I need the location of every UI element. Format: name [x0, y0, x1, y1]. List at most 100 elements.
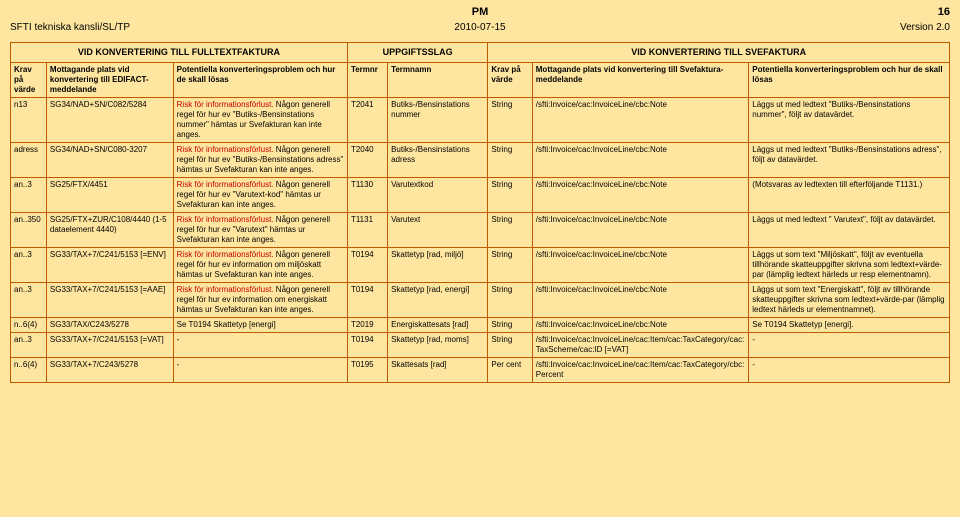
org-name: SFTI tekniska kansli/SL/TP — [10, 22, 130, 33]
cell-krav-right: String — [488, 248, 532, 283]
cell-krav-left: adress — [11, 143, 47, 178]
cell-krav-left: n..6(4) — [11, 318, 47, 333]
col-header: Mottagande plats vid konvertering till S… — [532, 63, 749, 98]
cell-problem-left: - — [173, 358, 347, 383]
cell-problem-left: Se T0194 Skattetyp [energi] — [173, 318, 347, 333]
cell-termnamn: Skattetyp [rad, moms] — [388, 333, 488, 358]
cell-problem-left: Risk för informationsförlust. Någon gene… — [173, 178, 347, 213]
page-number: 16 — [938, 6, 950, 18]
cell-problem-left: Risk för informationsförlust. Någon gene… — [173, 283, 347, 318]
section-title-mid: UPPGIFTSSLAG — [347, 43, 487, 63]
cell-termnr: T2019 — [347, 318, 387, 333]
cell-termnr: T2040 — [347, 143, 387, 178]
risk-warning: Risk för informationsförlust. — [177, 180, 274, 189]
risk-warning: Risk för informationsförlust. — [177, 100, 274, 109]
col-header: Termnr — [347, 63, 387, 98]
risk-warning: Risk för informationsförlust. — [177, 145, 274, 154]
cell-problem-left: - — [173, 333, 347, 358]
cell-problem-right: (Motsvaras av ledtexten till efterföljan… — [749, 178, 950, 213]
cell-edifact-loc: SG33/TAX+7/C241/5153 [=ENV] — [46, 248, 173, 283]
doc-header-top: PM 16 — [10, 6, 950, 22]
table-row: an..3SG25/FTX/4451Risk för informationsf… — [11, 178, 950, 213]
cell-svefaktura-loc: /sfti:Invoice/cac:InvoiceLine/cbc:Note — [532, 213, 749, 248]
cell-svefaktura-loc: /sfti:Invoice/cac:InvoiceLine/cac:Item/c… — [532, 358, 749, 383]
table-row: an..3SG33/TAX+7/C241/5153 [=VAT]-T0194Sk… — [11, 333, 950, 358]
col-header: Mottagande plats vid konvertering till E… — [46, 63, 173, 98]
col-header: Potentiella konverteringsproblem och hur… — [749, 63, 950, 98]
cell-termnr: T1131 — [347, 213, 387, 248]
cell-svefaktura-loc: /sfti:Invoice/cac:InvoiceLine/cbc:Note — [532, 178, 749, 213]
conversion-table: VID KONVERTERING TILL FULLTEXTFAKTURA UP… — [10, 42, 950, 383]
cell-termnr: T0194 — [347, 248, 387, 283]
cell-termnamn: Energiskattesats [rad] — [388, 318, 488, 333]
cell-svefaktura-loc: /sfti:Invoice/cac:InvoiceLine/cbc:Note — [532, 283, 749, 318]
doc-header-sub: SFTI tekniska kansli/SL/TP 2010-07-15 Ve… — [10, 22, 950, 38]
cell-svefaktura-loc: /sfti:Invoice/cac:InvoiceLine/cbc:Note — [532, 143, 749, 178]
table-row: an..3SG33/TAX+7/C241/5153 [=ENV]Risk för… — [11, 248, 950, 283]
cell-problem-right: Läggs ut med ledtext " Varutext", följt … — [749, 213, 950, 248]
cell-termnr: T0194 — [347, 283, 387, 318]
doc-label: PM — [472, 6, 489, 18]
cell-problem-right: Läggs ut som text "Energiskatt", följt a… — [749, 283, 950, 318]
cell-edifact-loc: SG34/NAD+SN/C080-3207 — [46, 143, 173, 178]
cell-edifact-loc: SG25/FTX/4451 — [46, 178, 173, 213]
cell-edifact-loc: SG33/TAX+7/C241/5153 [=VAT] — [46, 333, 173, 358]
cell-edifact-loc: SG33/TAX+7/C243/5278 — [46, 358, 173, 383]
table-row: n..6(4)SG33/TAX/C243/5278Se T0194 Skatte… — [11, 318, 950, 333]
cell-svefaktura-loc: /sfti:Invoice/cac:InvoiceLine/cac:Item/c… — [532, 333, 749, 358]
cell-problem-right: Läggs ut som text "Miljöskatt", följt av… — [749, 248, 950, 283]
cell-edifact-loc: SG34/NAD+SN/C082/5284 — [46, 98, 173, 143]
column-header-row: Krav på värde Mottagande plats vid konve… — [11, 63, 950, 98]
cell-krav-right: String — [488, 333, 532, 358]
cell-termnr: T0195 — [347, 358, 387, 383]
table-row: adressSG34/NAD+SN/C080-3207Risk för info… — [11, 143, 950, 178]
col-header: Krav på värde — [488, 63, 532, 98]
risk-warning: Risk för informationsförlust. — [177, 250, 274, 259]
cell-termnamn: Varutext — [388, 213, 488, 248]
section-title-right: VID KONVERTERING TILL SVEFAKTURA — [488, 43, 950, 63]
cell-edifact-loc: SG25/FTX+ZUR/C108/4440 (1-5 dataelement … — [46, 213, 173, 248]
cell-svefaktura-loc: /sfti:Invoice/cac:InvoiceLine/cbc:Note — [532, 318, 749, 333]
table-row: n13SG34/NAD+SN/C082/5284Risk för informa… — [11, 98, 950, 143]
cell-krav-right: Per cent — [488, 358, 532, 383]
cell-svefaktura-loc: /sfti:Invoice/cac:InvoiceLine/cbc:Note — [532, 248, 749, 283]
cell-termnamn: Skattetyp [rad, miljö] — [388, 248, 488, 283]
cell-problem-right: - — [749, 333, 950, 358]
cell-krav-left: an..3 — [11, 333, 47, 358]
cell-problem-right: Läggs ut med ledtext "Butiks-/Bensinstat… — [749, 143, 950, 178]
section-header-row: VID KONVERTERING TILL FULLTEXTFAKTURA UP… — [11, 43, 950, 63]
cell-problem-left: Risk för informationsförlust. Någon gene… — [173, 98, 347, 143]
cell-termnr: T0194 — [347, 333, 387, 358]
table-row: n..6(4)SG33/TAX+7/C243/5278-T0195Skattes… — [11, 358, 950, 383]
cell-krav-right: String — [488, 283, 532, 318]
col-header: Krav på värde — [11, 63, 47, 98]
cell-krav-left: an..3 — [11, 248, 47, 283]
cell-krav-left: an..350 — [11, 213, 47, 248]
section-title-left: VID KONVERTERING TILL FULLTEXTFAKTURA — [11, 43, 348, 63]
cell-krav-left: an..3 — [11, 178, 47, 213]
cell-edifact-loc: SG33/TAX/C243/5278 — [46, 318, 173, 333]
col-header: Termnamn — [388, 63, 488, 98]
doc-date: 2010-07-15 — [454, 22, 505, 33]
cell-krav-right: String — [488, 98, 532, 143]
table-row: an..350SG25/FTX+ZUR/C108/4440 (1-5 datae… — [11, 213, 950, 248]
cell-termnr: T1130 — [347, 178, 387, 213]
risk-warning: Risk för informationsförlust. — [177, 215, 274, 224]
doc-version: Version 2.0 — [900, 22, 950, 33]
cell-termnamn: Butiks-/Bensinstations adress — [388, 143, 488, 178]
cell-edifact-loc: SG33/TAX+7/C241/5153 [=AAE] — [46, 283, 173, 318]
cell-krav-right: String — [488, 143, 532, 178]
cell-krav-right: String — [488, 318, 532, 333]
cell-svefaktura-loc: /sfti:Invoice/cac:InvoiceLine/cbc:Note — [532, 98, 749, 143]
cell-termnr: T2041 — [347, 98, 387, 143]
cell-krav-right: String — [488, 178, 532, 213]
cell-problem-right: Läggs ut med ledtext "Butiks-/Bensinstat… — [749, 98, 950, 143]
cell-problem-left: Risk för informationsförlust. Någon gene… — [173, 143, 347, 178]
risk-warning: Risk för informationsförlust. — [177, 285, 274, 294]
cell-krav-right: String — [488, 213, 532, 248]
cell-problem-right: Se T0194 Skattetyp [energi]. — [749, 318, 950, 333]
cell-problem-left: Risk för informationsförlust. Någon gene… — [173, 248, 347, 283]
cell-termnamn: Skattetyp [rad, energi] — [388, 283, 488, 318]
cell-termnamn: Butiks-/Bensinstations nummer — [388, 98, 488, 143]
col-header: Potentiella konverteringsproblem och hur… — [173, 63, 347, 98]
